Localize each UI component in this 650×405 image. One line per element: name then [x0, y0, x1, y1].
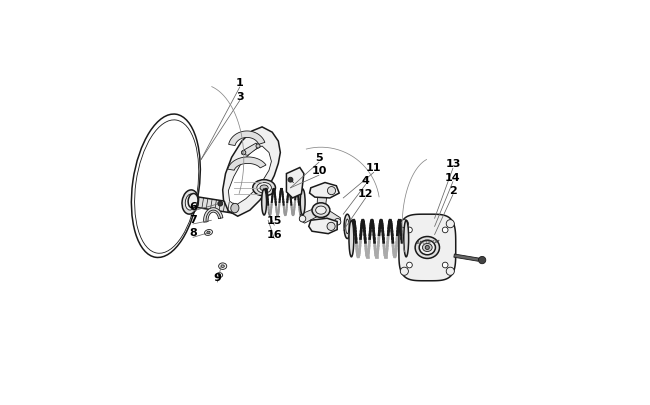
Ellipse shape [312, 203, 330, 218]
Ellipse shape [182, 190, 198, 215]
Text: 9: 9 [213, 273, 222, 282]
Polygon shape [300, 207, 322, 224]
Polygon shape [196, 197, 236, 214]
Circle shape [407, 228, 412, 233]
Ellipse shape [262, 190, 266, 215]
Ellipse shape [344, 215, 350, 239]
Ellipse shape [188, 194, 198, 209]
Ellipse shape [205, 230, 213, 236]
Text: ARCTIC CAT: ARCTIC CAT [417, 239, 439, 244]
Polygon shape [242, 144, 260, 156]
Polygon shape [309, 183, 339, 198]
Text: 16: 16 [266, 229, 282, 239]
Text: 14: 14 [445, 173, 461, 182]
Circle shape [319, 187, 326, 194]
Ellipse shape [216, 273, 223, 278]
Circle shape [218, 202, 223, 207]
Polygon shape [229, 132, 265, 146]
Polygon shape [318, 207, 341, 226]
Circle shape [299, 216, 305, 222]
Circle shape [400, 268, 408, 276]
Ellipse shape [207, 232, 210, 234]
Text: 5: 5 [315, 153, 322, 163]
Text: 8: 8 [189, 228, 197, 238]
Circle shape [442, 228, 448, 233]
Text: 3: 3 [236, 92, 244, 101]
Polygon shape [223, 128, 280, 217]
Ellipse shape [253, 180, 276, 196]
Circle shape [288, 178, 293, 183]
Circle shape [446, 220, 454, 228]
Ellipse shape [257, 183, 272, 194]
Polygon shape [317, 187, 328, 211]
Circle shape [327, 223, 335, 231]
Circle shape [256, 145, 260, 149]
Text: 15: 15 [266, 216, 282, 226]
Ellipse shape [218, 275, 220, 276]
Polygon shape [228, 158, 266, 171]
Ellipse shape [188, 199, 194, 206]
Ellipse shape [349, 221, 354, 257]
Circle shape [446, 268, 454, 276]
Circle shape [400, 220, 408, 228]
Text: 6: 6 [189, 202, 197, 211]
Text: 11: 11 [366, 163, 382, 173]
Ellipse shape [419, 241, 436, 255]
Ellipse shape [185, 194, 196, 211]
Text: 10: 10 [311, 166, 326, 176]
Polygon shape [203, 208, 223, 223]
Text: 13: 13 [445, 159, 461, 169]
Ellipse shape [415, 237, 439, 259]
Ellipse shape [404, 221, 409, 257]
Ellipse shape [260, 185, 268, 191]
Ellipse shape [300, 190, 305, 215]
Polygon shape [287, 168, 304, 198]
Circle shape [242, 151, 246, 155]
Polygon shape [309, 219, 337, 234]
Circle shape [334, 219, 341, 226]
Circle shape [328, 187, 335, 195]
Text: 12: 12 [358, 189, 373, 198]
Ellipse shape [316, 207, 326, 215]
Text: 7: 7 [189, 215, 197, 224]
Text: 4: 4 [361, 175, 370, 185]
Ellipse shape [218, 263, 227, 270]
Polygon shape [454, 254, 479, 262]
Circle shape [407, 262, 412, 268]
Ellipse shape [231, 204, 239, 213]
Ellipse shape [346, 220, 349, 234]
Polygon shape [228, 147, 272, 206]
Circle shape [478, 257, 486, 264]
Ellipse shape [131, 115, 200, 258]
Polygon shape [399, 215, 456, 281]
Circle shape [442, 262, 448, 268]
Text: 2: 2 [449, 185, 457, 195]
Ellipse shape [422, 244, 432, 252]
Ellipse shape [221, 265, 224, 268]
Text: 1: 1 [236, 78, 244, 88]
Ellipse shape [425, 246, 430, 250]
